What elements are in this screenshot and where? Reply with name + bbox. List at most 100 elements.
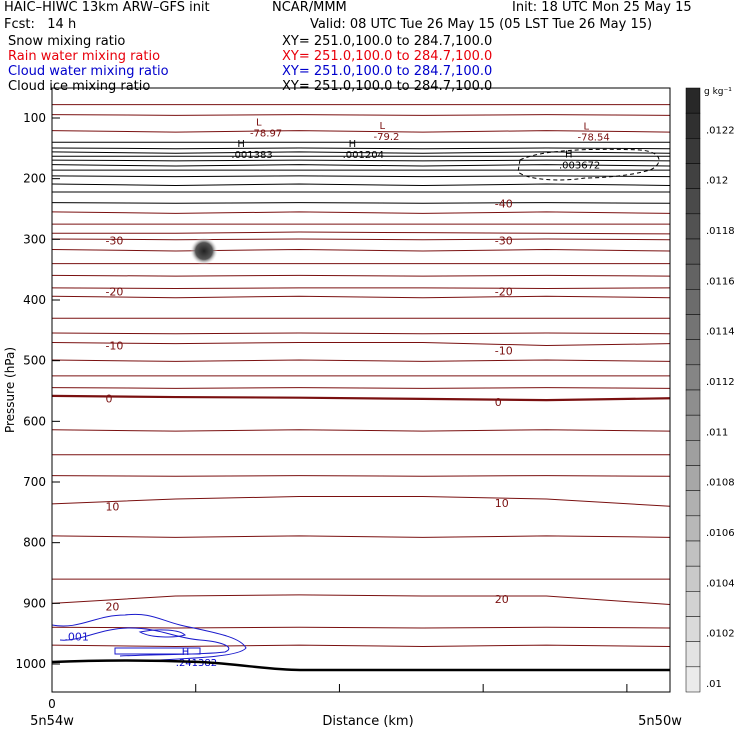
colorbar-cell (685, 263, 701, 290)
temperature-contour (51, 287, 671, 289)
y-tick-label: 300 (23, 232, 46, 246)
temperature-label: -40 (495, 198, 513, 211)
colorbar-cell (685, 465, 701, 491)
isentrope-line (51, 626, 671, 629)
colorbar-cell (685, 565, 701, 592)
y-axis-label: Pressure (hPa) (3, 347, 17, 433)
colorbar-cell (685, 414, 701, 441)
extremum-type: L (380, 121, 386, 132)
isentrope-line (51, 151, 671, 154)
isentrope-line (51, 211, 671, 214)
org-label: NCAR/MMM (272, 0, 347, 15)
cloud-water-contour (114, 647, 201, 655)
colorbar-label: .012 (706, 176, 728, 187)
isentrope-line (51, 183, 671, 186)
colorbar-label: .0116 (706, 276, 735, 287)
extremum-value: -78.97 (250, 128, 282, 139)
x-center-tick-label: 0 (48, 697, 56, 711)
isentrope-line (51, 429, 671, 432)
colorbar-unit: g kg⁻¹ (704, 87, 732, 97)
temperature-label: -20 (105, 286, 123, 299)
colorbar-cell (685, 138, 701, 164)
isentrope-line (51, 202, 671, 204)
y-tick-label: 900 (23, 596, 46, 610)
isentrope-line (51, 238, 671, 241)
extremum-type: L (256, 117, 262, 128)
isentrope-line (51, 164, 671, 167)
colorbar-cell (685, 389, 701, 416)
temperature-labels: -30 -30 -20 -20 -10 -10 0 0 10 10 20 20 -40 (105, 198, 512, 614)
y-tick-label: 200 (23, 172, 46, 186)
extremum-type: H (182, 647, 190, 658)
colorbar-label: .0118 (706, 226, 735, 237)
colorbar-label: .0114 (706, 327, 735, 338)
isentrope-line (51, 249, 671, 252)
colorbar-cell (685, 540, 701, 567)
extremum-value: .003672 (559, 160, 600, 171)
extremum-value: -78.54 (577, 133, 609, 144)
terrain-line (51, 659, 670, 672)
colorbar-cell (685, 591, 701, 617)
colorbar-cell (685, 490, 701, 517)
colorbar-cell (685, 314, 701, 340)
isentrope-line (51, 475, 671, 477)
temperature-label: -30 (495, 235, 513, 248)
y-tick-label: 700 (23, 475, 46, 489)
y-tick-label: 800 (23, 536, 46, 550)
isentrope-line (51, 359, 671, 362)
temperature-label: 20 (105, 600, 119, 613)
valid-time: Valid: 08 UTC Tue 26 May 15 (05 LST Tue … (310, 17, 653, 32)
colorbar-cell (685, 641, 701, 668)
temperature-label: -10 (495, 344, 513, 357)
legend-rain-xy: XY= 251.0,100.0 to 284.7,100.0 (282, 49, 493, 64)
colorbar-label: .0106 (706, 528, 735, 539)
temperature-label: 0 (495, 396, 502, 409)
init-time: Init: 18 UTC Mon 25 May 15 (512, 0, 692, 15)
colorbar-cell (685, 238, 701, 265)
extremum-type: L (583, 122, 589, 133)
colorbar-label: .0104 (706, 578, 735, 589)
potential-temperature-lines (51, 104, 671, 648)
colorbar-cell (685, 163, 701, 189)
legend-cloud-ice-xy: XY= 251.0,100.0 to 284.7,100.0 (282, 79, 493, 94)
cloud-water-contours: .001 (51, 613, 670, 672)
forecast-hour: Fcst: 14 h (4, 17, 77, 32)
temperature-label: 20 (495, 593, 509, 606)
isentrope-line (51, 147, 671, 150)
colorbar-label: .0102 (706, 629, 735, 640)
y-tick-label: 600 (23, 414, 46, 428)
extremum-value: .001204 (343, 150, 384, 161)
temperature-contour (51, 394, 671, 402)
colorbar-cell (685, 339, 701, 366)
isentrope-line (51, 274, 671, 277)
isentrope-line (51, 114, 671, 116)
legend-cloud-water-xy: XY= 251.0,100.0 to 284.7,100.0 (282, 64, 493, 79)
temperature-label: -30 (105, 235, 123, 248)
extremum-type: H (565, 149, 573, 160)
temperature-contours (51, 231, 671, 606)
snow-maximum (190, 237, 218, 265)
cloud-ice-contour (517, 148, 660, 181)
model-title: HAIC–HIWC 13km ARW–GFS init (4, 0, 210, 15)
cloud-water-contour (138, 629, 186, 638)
colorbar-cell (685, 87, 701, 114)
x-left-label: 5n54w (30, 714, 74, 729)
isentrope-line (51, 130, 671, 133)
cloud-ice-contours (190, 148, 660, 265)
colorbar-label: .0108 (706, 478, 735, 489)
x-right-label: 5n50w (638, 714, 682, 729)
colorbar-cell (685, 440, 701, 466)
isentrope-line (51, 332, 671, 335)
colorbar-label: .0122 (706, 125, 735, 136)
isentrope-line (51, 295, 671, 299)
colorbar-label: .01 (706, 679, 722, 690)
temperature-contour (51, 594, 671, 606)
legend-cloud-water: Cloud water mixing ratio (8, 64, 169, 79)
colorbar-label: .0112 (706, 377, 735, 388)
y-tick-label: 500 (23, 354, 46, 368)
cloud-water-label: .001 (64, 631, 89, 644)
colorbar-cell (685, 289, 701, 315)
colorbar-cell (685, 666, 701, 693)
